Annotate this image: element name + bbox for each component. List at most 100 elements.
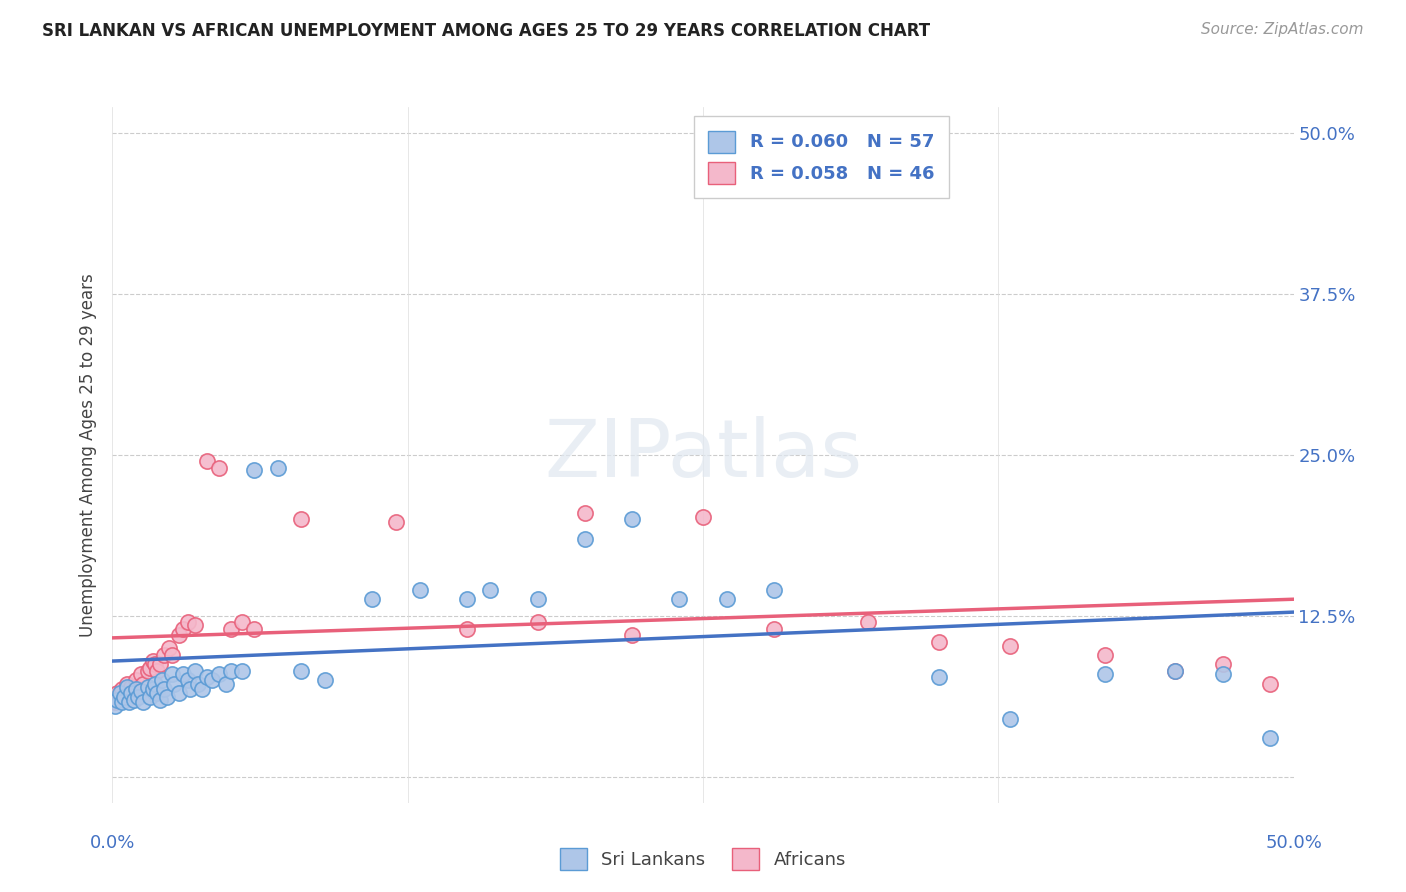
Sri Lankans — [122, 692, 145, 706]
Africans — [385, 515, 408, 529]
Sri Lankans — [479, 583, 502, 598]
Sri Lankans — [111, 695, 134, 709]
Africans — [139, 660, 162, 674]
Sri Lankans — [143, 677, 166, 691]
Africans — [1258, 677, 1281, 691]
Sri Lankans — [668, 592, 690, 607]
Africans — [195, 454, 218, 468]
Sri Lankans — [127, 690, 149, 705]
Africans — [290, 512, 312, 526]
Sri Lankans — [149, 692, 172, 706]
Africans — [692, 509, 714, 524]
Africans — [157, 641, 180, 656]
Sri Lankans — [160, 667, 183, 681]
Africans — [142, 654, 165, 668]
Sri Lankans — [115, 680, 138, 694]
Africans — [456, 622, 478, 636]
Africans — [146, 665, 169, 679]
Africans — [125, 673, 148, 688]
Sri Lankans — [156, 690, 179, 705]
Legend: Sri Lankans, Africans: Sri Lankans, Africans — [553, 841, 853, 877]
Sri Lankans — [195, 669, 218, 683]
Africans — [136, 665, 159, 679]
Sri Lankans — [1094, 667, 1116, 681]
Sri Lankans — [290, 665, 312, 679]
Africans — [574, 506, 596, 520]
Text: 50.0%: 50.0% — [1265, 834, 1322, 852]
Sri Lankans — [184, 665, 207, 679]
Africans — [231, 615, 253, 630]
Sri Lankans — [132, 695, 155, 709]
Sri Lankans — [1258, 731, 1281, 746]
Sri Lankans — [267, 460, 290, 475]
Africans — [111, 682, 134, 697]
Africans — [621, 628, 644, 642]
Sri Lankans — [928, 669, 950, 683]
Africans — [858, 615, 880, 630]
Africans — [143, 657, 166, 671]
Sri Lankans — [361, 592, 384, 607]
Sri Lankans — [125, 682, 148, 697]
Africans — [115, 677, 138, 691]
Africans — [112, 692, 135, 706]
Sri Lankans — [163, 677, 186, 691]
Sri Lankans — [621, 512, 644, 526]
Africans — [104, 695, 127, 709]
Sri Lankans — [408, 583, 430, 598]
Sri Lankans — [243, 463, 266, 477]
Sri Lankans — [112, 690, 135, 705]
Text: ZIPatlas: ZIPatlas — [544, 416, 862, 494]
Sri Lankans — [998, 712, 1021, 726]
Africans — [998, 639, 1021, 653]
Sri Lankans — [142, 682, 165, 697]
Africans — [167, 628, 190, 642]
Sri Lankans — [139, 690, 162, 705]
Sri Lankans — [186, 677, 208, 691]
Africans — [928, 634, 950, 648]
Africans — [177, 615, 200, 630]
Sri Lankans — [177, 673, 200, 688]
Africans — [172, 622, 194, 636]
Sri Lankans — [208, 667, 231, 681]
Sri Lankans — [762, 583, 785, 598]
Africans — [762, 622, 785, 636]
Sri Lankans — [146, 686, 169, 700]
Africans — [149, 657, 172, 671]
Africans — [208, 460, 231, 475]
Text: SRI LANKAN VS AFRICAN UNEMPLOYMENT AMONG AGES 25 TO 29 YEARS CORRELATION CHART: SRI LANKAN VS AFRICAN UNEMPLOYMENT AMONG… — [42, 22, 931, 40]
Sri Lankans — [191, 682, 214, 697]
Africans — [219, 622, 242, 636]
Sri Lankans — [215, 677, 238, 691]
Sri Lankans — [1212, 667, 1234, 681]
Sri Lankans — [179, 682, 201, 697]
Sri Lankans — [456, 592, 478, 607]
Africans — [160, 648, 183, 662]
Africans — [1164, 665, 1187, 679]
Sri Lankans — [105, 692, 128, 706]
Africans — [132, 677, 155, 691]
Africans — [129, 667, 152, 681]
Sri Lankans — [219, 665, 242, 679]
Sri Lankans — [108, 686, 131, 700]
Africans — [120, 680, 142, 694]
Africans — [108, 690, 131, 705]
Sri Lankans — [104, 699, 127, 714]
Africans — [105, 686, 128, 700]
Africans — [127, 682, 149, 697]
Sri Lankans — [201, 673, 224, 688]
Africans — [122, 690, 145, 705]
Sri Lankans — [150, 673, 173, 688]
Sri Lankans — [231, 665, 253, 679]
Africans — [1094, 648, 1116, 662]
Africans — [243, 622, 266, 636]
Africans — [184, 618, 207, 632]
Sri Lankans — [136, 680, 159, 694]
Sri Lankans — [172, 667, 194, 681]
Africans — [1212, 657, 1234, 671]
Africans — [526, 615, 548, 630]
Sri Lankans — [153, 682, 176, 697]
Africans — [153, 648, 176, 662]
Africans — [118, 686, 141, 700]
Sri Lankans — [118, 695, 141, 709]
Sri Lankans — [129, 683, 152, 698]
